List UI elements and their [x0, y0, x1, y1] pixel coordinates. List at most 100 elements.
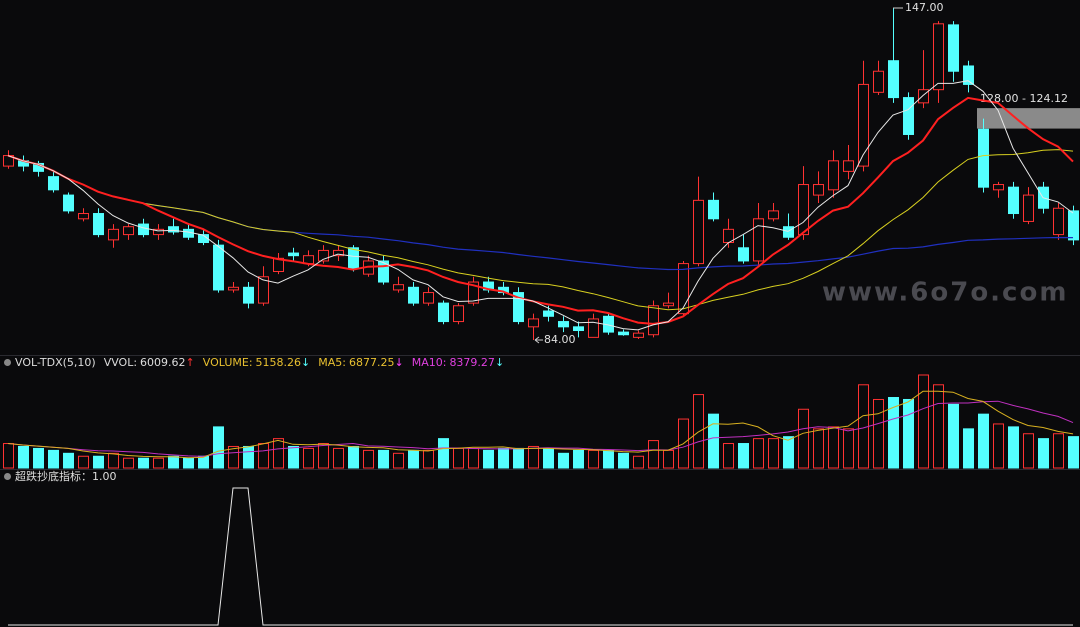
candle-body [963, 65, 974, 85]
volume-bar [408, 449, 419, 469]
volume-bar [123, 457, 134, 469]
candle-body [228, 286, 239, 291]
volume-bar [723, 443, 734, 469]
candle-body [843, 160, 854, 172]
volume-bar [588, 449, 599, 469]
volume-bar [93, 455, 104, 469]
candle-body [318, 249, 329, 262]
volume-bar [393, 452, 404, 469]
bullet [4, 472, 11, 480]
candle-body [768, 210, 779, 220]
volume-bar [783, 436, 794, 469]
volume-bar [33, 447, 44, 469]
signal-header: 超跌抄底指标： 1.00 [4, 469, 117, 483]
volume-bar [603, 449, 614, 469]
volume-bar [558, 452, 569, 469]
volume-title: VOL-TDX(5,10) [15, 355, 96, 369]
volume-bar [63, 452, 74, 469]
volume-bar [888, 397, 899, 469]
candle-body [288, 252, 299, 257]
volume-bar [678, 418, 689, 469]
item-label: MA10: [411, 355, 447, 369]
volume-bar [693, 394, 704, 469]
candle-body [828, 160, 839, 191]
volume-bar [963, 428, 974, 469]
candle-body [618, 331, 629, 336]
candle-body [453, 305, 464, 323]
candle-body [468, 281, 479, 304]
candle-body [93, 213, 104, 236]
moving-average [7, 149, 1074, 311]
price-zone [977, 108, 1080, 129]
item-arrow: ↓ [394, 355, 404, 369]
volume-bar [618, 452, 629, 469]
volume-bar [753, 438, 764, 469]
signal-line [8, 487, 1073, 626]
moving-average [7, 96, 1074, 325]
candle-body [138, 223, 149, 236]
volume-bar [423, 449, 434, 469]
volume-bar [348, 445, 359, 469]
low-arrowhead [534, 336, 540, 344]
volume-bar [303, 447, 314, 469]
candle-body [813, 184, 824, 196]
low-label: 84.00 [544, 333, 576, 346]
volume-header: VOL-TDX(5,10) VVOL: 6009.62↑ VOLUME: 5158.2… [4, 355, 512, 369]
volume-bar [948, 403, 959, 469]
volume-bar [168, 455, 179, 469]
volume-bar [798, 408, 809, 469]
volume-bar [378, 449, 389, 469]
volume-bar [273, 438, 284, 469]
volume-bar [213, 426, 224, 469]
volume-bar [78, 455, 89, 469]
candle-body [543, 310, 554, 317]
volume-bar [138, 457, 149, 469]
candle-body [1053, 207, 1064, 236]
candle-body [993, 184, 1004, 191]
volume-bar [738, 443, 749, 469]
candle-body [123, 226, 134, 236]
volume-bar [918, 374, 929, 469]
volume-bar [633, 455, 644, 469]
candle-body [663, 302, 674, 307]
candle-body [333, 249, 344, 257]
volume-bar [288, 445, 299, 469]
candle-body [648, 305, 659, 336]
volume-bar [153, 457, 164, 469]
item-value: 6877.25 [349, 355, 395, 369]
volume-bar [513, 447, 524, 469]
volume-bar [843, 428, 854, 469]
volume-bar [243, 445, 254, 469]
candle-body [558, 321, 569, 328]
volume-bar [228, 445, 239, 469]
item-value: 8379.27 [449, 355, 495, 369]
candle-body [678, 263, 689, 315]
candle-body [933, 23, 944, 91]
item-value: 6009.62 [140, 355, 186, 369]
volume-bar [48, 449, 59, 469]
candle-body [78, 213, 89, 220]
volume-bar [363, 449, 374, 469]
candle-body [783, 226, 794, 238]
candle-body [633, 332, 644, 338]
signal-title: 超跌抄底指标： [15, 470, 92, 483]
candle-body [1068, 210, 1079, 241]
item-arrow: ↓ [494, 355, 505, 369]
candle-body [348, 247, 359, 270]
volume-bar [108, 452, 119, 469]
candle-body [903, 97, 914, 135]
moving-average [7, 80, 1074, 331]
candle-body [213, 244, 224, 291]
item-value: 5158.26 [255, 355, 302, 369]
volume-bar [648, 440, 659, 469]
candle-body [918, 89, 929, 104]
candle-body [888, 60, 899, 99]
item-label: MA5: [318, 355, 346, 369]
candle-body [1008, 186, 1019, 215]
candle-body [693, 199, 704, 265]
candle-body [573, 326, 584, 332]
candle-body [873, 70, 884, 93]
candle-body [168, 226, 179, 233]
